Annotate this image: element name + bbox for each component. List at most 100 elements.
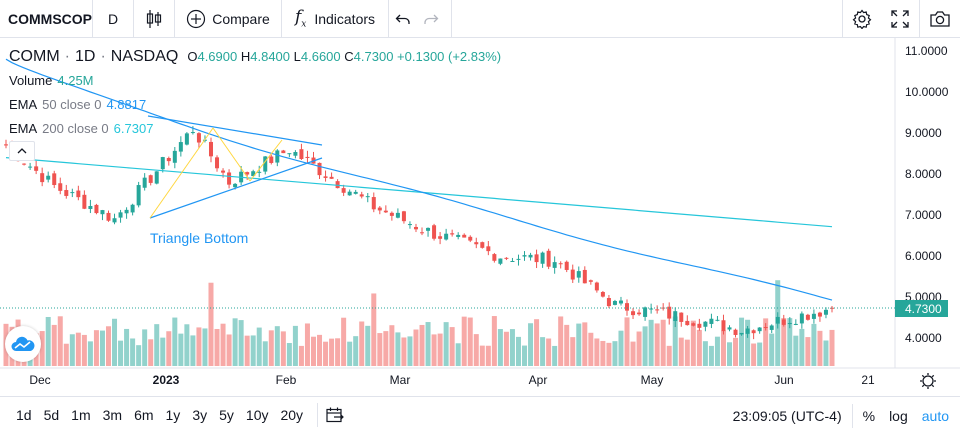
candle-body bbox=[606, 298, 611, 307]
range-3m[interactable]: 3m bbox=[102, 407, 123, 423]
legend-collapse-button[interactable] bbox=[9, 141, 35, 161]
candle-body bbox=[594, 282, 599, 291]
candle-body bbox=[46, 175, 51, 180]
volume-bar bbox=[268, 330, 274, 366]
range-6m[interactable]: 6m bbox=[134, 407, 154, 423]
volume-bar bbox=[347, 341, 353, 366]
candle-body bbox=[148, 175, 153, 183]
toolbar-divider bbox=[851, 403, 853, 428]
volume-bar bbox=[75, 332, 81, 366]
candle-body bbox=[492, 254, 497, 261]
percent-toggle[interactable]: % bbox=[862, 407, 876, 424]
candle-body bbox=[799, 313, 804, 324]
range-5d[interactable]: 5d bbox=[43, 407, 60, 423]
candle-body bbox=[552, 262, 557, 268]
log-toggle[interactable]: log bbox=[889, 407, 908, 424]
candle-body bbox=[570, 269, 575, 280]
price-tick-label: 10.0000 bbox=[905, 85, 949, 99]
interval-button[interactable]: D bbox=[107, 10, 119, 27]
volume-bar bbox=[99, 330, 105, 366]
candle-body bbox=[353, 191, 358, 194]
ema200-label[interactable]: EMA bbox=[9, 121, 38, 136]
change-value: +0.1300 (+2.83%) bbox=[397, 49, 502, 64]
volume-bar bbox=[220, 323, 226, 366]
candle-body bbox=[76, 190, 81, 198]
indicators-label: Indicators bbox=[314, 10, 376, 27]
volume-label[interactable]: Volume bbox=[9, 73, 53, 88]
volume-bar bbox=[606, 342, 612, 366]
volume-bar bbox=[389, 325, 395, 366]
goto-date-button[interactable] bbox=[326, 407, 344, 423]
volume-bar bbox=[280, 331, 286, 366]
volume-bar bbox=[292, 325, 298, 366]
volume-bar bbox=[817, 330, 823, 366]
volume-bar bbox=[148, 339, 154, 366]
candle-body bbox=[323, 176, 328, 178]
volume-bar bbox=[479, 345, 485, 366]
volume-bar bbox=[702, 341, 708, 366]
ema50-value: 4.8817 bbox=[106, 97, 147, 112]
volume-bar bbox=[811, 323, 817, 366]
range-10y[interactable]: 10y bbox=[245, 407, 269, 423]
auto-toggle[interactable]: auto bbox=[921, 407, 949, 424]
candle-body bbox=[160, 157, 165, 170]
undo-button[interactable] bbox=[389, 0, 417, 38]
redo-button[interactable] bbox=[417, 0, 445, 38]
indicators-button[interactable]: fx Indicators bbox=[282, 0, 388, 38]
volume-bar bbox=[515, 336, 521, 366]
volume-bar bbox=[401, 337, 407, 366]
candle-body bbox=[811, 313, 816, 319]
last-price-text: 4.7300 bbox=[905, 302, 942, 316]
candle-body bbox=[82, 194, 87, 209]
compare-button[interactable]: Compare bbox=[175, 0, 281, 38]
snapshot-button[interactable] bbox=[920, 0, 960, 38]
candle-body bbox=[558, 263, 563, 265]
candle-body bbox=[341, 188, 346, 193]
candle-body bbox=[94, 204, 99, 214]
range-1d[interactable]: 1d bbox=[16, 407, 32, 423]
volume-bar bbox=[714, 336, 720, 366]
clock-time[interactable]: 23:09:05 (UTC-4) bbox=[732, 407, 842, 424]
volume-bar bbox=[190, 335, 196, 366]
volume-bar bbox=[238, 320, 244, 366]
candle-body bbox=[715, 319, 720, 321]
chart-style-button[interactable] bbox=[134, 0, 174, 38]
candle-body bbox=[721, 320, 726, 332]
volume-bar bbox=[383, 331, 389, 366]
legend-symbol[interactable]: COMM bbox=[9, 48, 60, 65]
time-tick-label: Feb bbox=[276, 373, 297, 387]
volume-bar bbox=[576, 323, 582, 366]
bottom-toolbar: 1d 5d 1m 3m 6m 1y 3y 5y 10y 20y 23:09:05 (UTC-4) … bbox=[0, 396, 960, 433]
candle-body bbox=[245, 172, 250, 175]
volume-bar bbox=[618, 330, 624, 366]
candle-body bbox=[576, 271, 581, 278]
triangle-boundary-line bbox=[147, 115, 323, 146]
tradingview-logo[interactable] bbox=[5, 326, 41, 362]
volume-bar bbox=[407, 336, 413, 366]
candle-body bbox=[130, 204, 135, 213]
volume-bar bbox=[642, 326, 648, 366]
volume-bar bbox=[87, 341, 93, 366]
ema50-label[interactable]: EMA bbox=[9, 97, 38, 112]
fullscreen-button[interactable] bbox=[881, 0, 919, 38]
settings-button[interactable] bbox=[843, 0, 881, 38]
volume-bar bbox=[612, 341, 618, 366]
volume-bar bbox=[473, 334, 479, 366]
volume-bar bbox=[39, 331, 45, 366]
range-1y[interactable]: 1y bbox=[165, 407, 181, 423]
candle-body bbox=[751, 330, 756, 334]
candle-body bbox=[269, 156, 274, 163]
range-1m[interactable]: 1m bbox=[71, 407, 91, 423]
ema-50-line bbox=[5, 58, 833, 301]
symbol-search-button[interactable]: COMMSCOPE bbox=[8, 10, 92, 27]
candle-body bbox=[257, 171, 262, 173]
range-20y[interactable]: 20y bbox=[280, 407, 304, 423]
time-axis-settings-button[interactable] bbox=[920, 373, 936, 389]
range-5y[interactable]: 5y bbox=[219, 407, 234, 423]
chart-legend: COMM · 1D · NASDAQ O4.6900 H4.8400 L4.66… bbox=[9, 45, 501, 141]
volume-bar bbox=[202, 328, 208, 366]
volume-bar bbox=[413, 329, 419, 366]
volume-bar bbox=[286, 343, 292, 366]
range-3y[interactable]: 3y bbox=[192, 407, 208, 423]
volume-bar bbox=[582, 322, 588, 366]
